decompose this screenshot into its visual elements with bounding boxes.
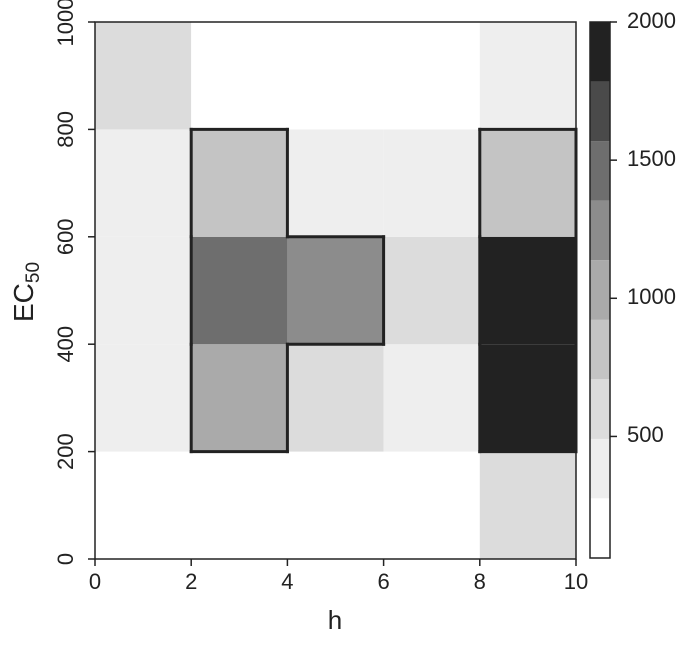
y-tick-label: 600: [53, 218, 78, 255]
colorbar-tick-label: 500: [627, 422, 664, 447]
colorbar-band: [590, 260, 610, 320]
colorbar-band: [590, 141, 610, 201]
x-tick-label: 6: [377, 569, 389, 594]
colorbar-band: [590, 319, 610, 380]
heat-cell: [287, 236, 384, 345]
colorbar-frame: [589, 21, 611, 559]
y-tick-label: 0: [53, 553, 78, 565]
heat-cell: [383, 451, 480, 559]
colorbar-tick-label: 1000: [627, 284, 676, 309]
heat-cell: [287, 344, 384, 452]
heat-cell: [191, 236, 288, 345]
heat-cell: [191, 22, 288, 130]
heat-cell: [383, 129, 480, 237]
y-tick-label: 200: [53, 433, 78, 470]
heat-cell: [383, 344, 480, 452]
x-axis-label: h: [328, 605, 342, 635]
heat-cell: [479, 129, 576, 237]
colorbar-band: [590, 379, 610, 439]
y-tick-label: 400: [53, 326, 78, 363]
y-label-main: EC: [8, 283, 39, 322]
x-tick-label: 10: [564, 569, 588, 594]
colorbar-tick-label: 2000: [627, 8, 676, 33]
heat-cell: [95, 129, 192, 237]
colorbar-band: [590, 498, 610, 558]
heat-cell: [95, 236, 192, 345]
colorbar-band: [590, 81, 610, 142]
x-tick-label: 0: [89, 569, 101, 594]
heat-cell: [95, 451, 192, 559]
x-tick-label: 2: [185, 569, 197, 594]
x-tick-label: 4: [281, 569, 293, 594]
y-tick-label: 800: [53, 111, 78, 148]
heat-cell: [287, 129, 384, 237]
colorbar-band: [590, 438, 610, 499]
y-tick-label: 1000: [53, 0, 78, 46]
x-tick-label: 8: [474, 569, 486, 594]
plot-frame: [94, 21, 577, 560]
heat-cell: [191, 344, 288, 452]
heat-cell: [383, 22, 480, 130]
heat-cell: [95, 22, 192, 130]
heat-cell: [287, 22, 384, 130]
colorbar-band: [590, 22, 610, 82]
heat-cell: [479, 236, 576, 345]
heat-cell: [287, 451, 384, 559]
heat-cell: [479, 22, 576, 130]
heat-cell: [191, 129, 288, 237]
heat-cell: [479, 451, 576, 559]
y-label-subscript: 50: [23, 262, 44, 283]
heat-cell: [95, 344, 192, 452]
colorbar-band: [590, 200, 610, 261]
colorbar-tick-label: 1500: [627, 146, 676, 171]
heat-cell: [383, 236, 480, 345]
heat-cell: [191, 451, 288, 559]
heat-cell: [479, 344, 576, 452]
y-axis-label: EC50: [8, 262, 44, 322]
